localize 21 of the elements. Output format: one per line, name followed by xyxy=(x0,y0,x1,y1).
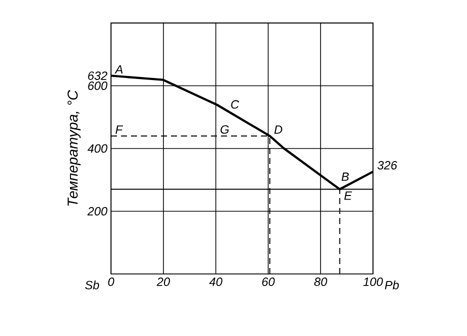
annotation: D xyxy=(274,125,282,134)
annotation: C xyxy=(231,100,240,109)
annotation: A xyxy=(114,65,123,74)
y-axis-title: Температура, °С xyxy=(68,90,81,206)
y-tick-label: 600 xyxy=(88,82,108,90)
annotation: B xyxy=(342,172,349,181)
annotation: E xyxy=(344,191,352,200)
y-tick-label: 200 xyxy=(87,206,108,216)
x-tick-label: 60 xyxy=(262,278,275,286)
x-tick-label: 40 xyxy=(209,278,222,286)
x-tick-label: 0 xyxy=(108,278,114,286)
y-tick-label: 632 xyxy=(88,71,108,80)
annotation: 326 xyxy=(377,161,398,170)
text: Pb xyxy=(384,280,399,290)
x-tick-label: 100 xyxy=(363,278,383,286)
annotation: F xyxy=(116,125,124,134)
annotation: G xyxy=(220,125,229,134)
y-tick-label: 400 xyxy=(88,144,108,153)
x-tick-label: 80 xyxy=(314,278,328,286)
text: Sb xyxy=(85,280,100,290)
x-tick-label: 20 xyxy=(156,278,170,286)
